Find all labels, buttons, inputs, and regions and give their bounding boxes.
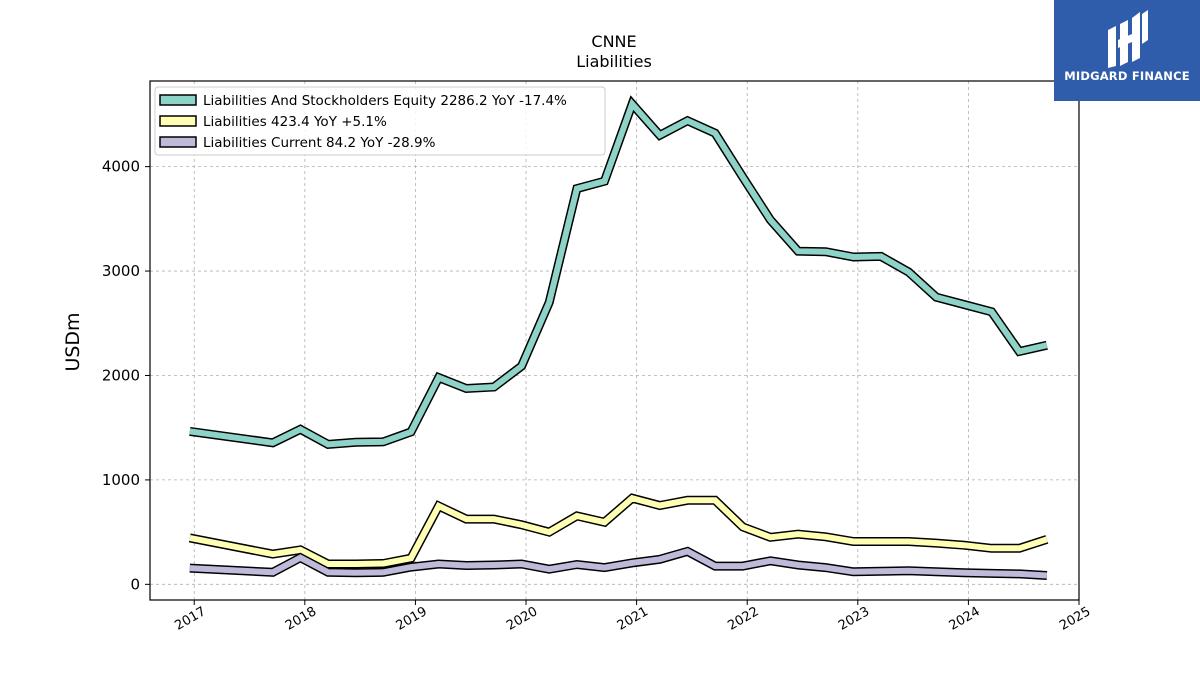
y-tick-label: 4000 xyxy=(102,158,140,176)
x-tick-label: 2023 xyxy=(836,604,872,634)
x-tick-label: 2019 xyxy=(394,604,430,634)
legend: Liabilities And Stockholders Equity 2286… xyxy=(154,86,606,156)
x-tick-label: 2018 xyxy=(283,604,319,634)
x-tick-label: 2024 xyxy=(947,604,983,634)
y-tick-label: 0 xyxy=(130,575,140,593)
legend-item-1: Liabilities And Stockholders Equity 2286… xyxy=(159,93,567,109)
legend-swatch xyxy=(159,94,197,106)
x-tick-label: 2017 xyxy=(172,604,208,634)
y-tick-label: 1000 xyxy=(102,471,140,489)
legend-label: Liabilities And Stockholders Equity 2286… xyxy=(203,93,567,109)
x-tick-label: 2021 xyxy=(615,604,651,634)
series-2-line xyxy=(189,494,1048,567)
legend-label: Liabilities Current 84.2 YoY -28.9% xyxy=(203,135,436,151)
series-lines xyxy=(188,95,1049,580)
x-tick-label: 2022 xyxy=(725,604,761,634)
legend-swatch xyxy=(159,136,197,148)
x-tick-label: 2025 xyxy=(1057,604,1093,634)
y-tick-label: 2000 xyxy=(102,366,140,384)
y-axis-label: USDm xyxy=(62,312,84,371)
logo-text: MIDGARD FINANCE xyxy=(1064,69,1190,83)
legend-item-3: Liabilities Current 84.2 YoY -28.9% xyxy=(159,135,436,151)
plot-area-frame xyxy=(149,80,1080,601)
chart-title: CNNE xyxy=(591,32,636,51)
legend-box xyxy=(154,86,606,156)
legend-item-2: Liabilities 423.4 YoY +5.1% xyxy=(159,114,387,130)
midgard-finance-logo: MIDGARD FINANCE xyxy=(1054,0,1200,101)
legend-swatch xyxy=(159,115,197,127)
series-1-line xyxy=(189,98,1048,448)
series-3-line xyxy=(189,548,1048,579)
chart-subtitle: Liabilities xyxy=(576,52,652,71)
logo-mark-icon xyxy=(1108,10,1148,68)
x-tick-label: 2020 xyxy=(504,604,540,634)
legend-label: Liabilities 423.4 YoY +5.1% xyxy=(203,114,387,130)
y-tick-label: 3000 xyxy=(102,262,140,280)
